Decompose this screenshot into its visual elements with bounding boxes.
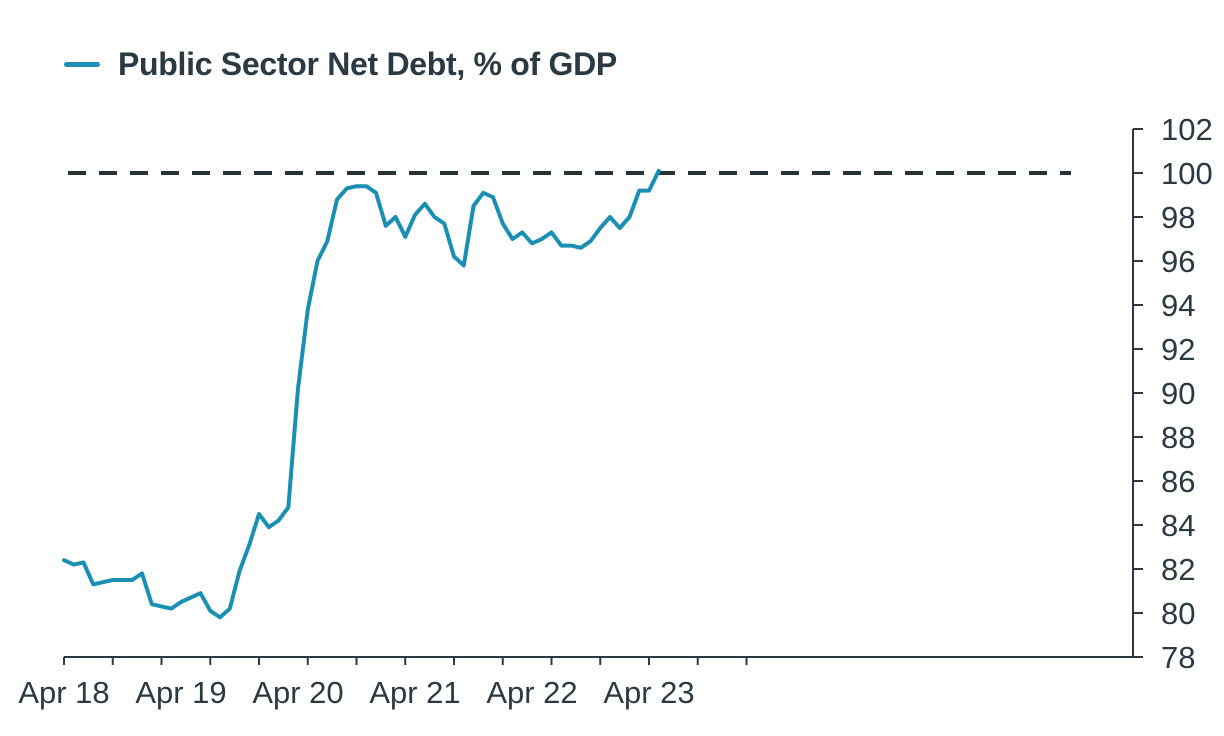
- y-tick-label: 86: [1161, 464, 1195, 499]
- data-point: [188, 595, 193, 600]
- legend-label: Public Sector Net Debt, % of GDP: [118, 45, 617, 82]
- data-point: [471, 204, 476, 209]
- y-tick-label: 102: [1161, 112, 1213, 147]
- y-tick-label: 80: [1161, 596, 1195, 631]
- data-point: [91, 582, 96, 587]
- data-point: [335, 197, 340, 202]
- data-point: [461, 263, 466, 268]
- data-point: [393, 215, 398, 220]
- data-point: [510, 237, 515, 242]
- data-point: [227, 606, 232, 611]
- data-point: [81, 560, 86, 565]
- data-point: [578, 245, 583, 250]
- y-tick-label: 92: [1161, 332, 1195, 367]
- data-point: [608, 215, 613, 220]
- data-point: [169, 606, 174, 611]
- data-point: [237, 569, 242, 574]
- data-point: [559, 243, 564, 248]
- data-point: [364, 184, 369, 189]
- data-point: [539, 237, 544, 242]
- data-point: [266, 525, 271, 530]
- data-point: [315, 259, 320, 264]
- data-point: [598, 226, 603, 231]
- data-point: [247, 542, 252, 547]
- data-point: [422, 201, 427, 206]
- series-line-public-sector-net-debt: [62, 168, 661, 620]
- data-point: [403, 234, 408, 239]
- x-tick-label: Apr 19: [135, 675, 226, 710]
- data-point: [500, 221, 505, 226]
- x-tick-label: Apr 23: [603, 675, 694, 710]
- data-point: [62, 558, 67, 563]
- data-point: [656, 168, 661, 173]
- data-point: [627, 215, 632, 220]
- y-tick-label: 82: [1161, 552, 1195, 587]
- data-point: [442, 221, 447, 226]
- data-point: [520, 230, 525, 235]
- legend: Public Sector Net Debt, % of GDP: [64, 44, 617, 84]
- y-tick-label: 78: [1161, 640, 1195, 675]
- data-point: [140, 571, 145, 576]
- y-tick-label: 88: [1161, 420, 1195, 455]
- data-point: [101, 580, 106, 585]
- y-tick-label: 100: [1161, 156, 1213, 191]
- data-point: [354, 184, 359, 189]
- data-point: [432, 215, 437, 220]
- data-point: [71, 562, 76, 567]
- data-point: [286, 505, 291, 510]
- data-point: [383, 223, 388, 228]
- data-point: [569, 243, 574, 248]
- y-tick-label: 96: [1161, 244, 1195, 279]
- data-point: [374, 190, 379, 195]
- data-point: [452, 254, 457, 259]
- y-tick-label: 98: [1161, 200, 1195, 235]
- x-tick-label: Apr 21: [369, 675, 460, 710]
- data-point: [208, 608, 213, 613]
- data-point: [413, 212, 418, 217]
- data-point: [159, 604, 164, 609]
- data-point: [257, 512, 262, 517]
- data-point: [549, 230, 554, 235]
- y-tick-label: 94: [1161, 288, 1195, 323]
- data-point: [130, 578, 135, 583]
- data-point: [179, 600, 184, 605]
- data-point: [481, 190, 486, 195]
- data-point: [110, 578, 115, 583]
- data-point: [588, 239, 593, 244]
- data-point: [647, 188, 652, 193]
- data-point: [637, 188, 642, 193]
- data-point: [344, 186, 349, 191]
- legend-swatch: [64, 61, 100, 67]
- data-point: [325, 239, 330, 244]
- data-point: [276, 518, 281, 523]
- data-point: [305, 307, 310, 312]
- data-point: [198, 591, 203, 596]
- y-tick-label: 90: [1161, 376, 1195, 411]
- x-tick-label: Apr 18: [18, 675, 109, 710]
- data-point: [491, 195, 496, 200]
- data-point: [218, 615, 223, 620]
- data-point: [149, 602, 154, 607]
- x-tick-label: Apr 20: [252, 675, 343, 710]
- x-tick-label: Apr 22: [486, 675, 577, 710]
- y-tick-label: 84: [1161, 508, 1195, 543]
- data-point: [617, 226, 622, 231]
- data-point: [296, 386, 301, 391]
- data-point: [530, 241, 535, 246]
- data-point: [120, 578, 125, 583]
